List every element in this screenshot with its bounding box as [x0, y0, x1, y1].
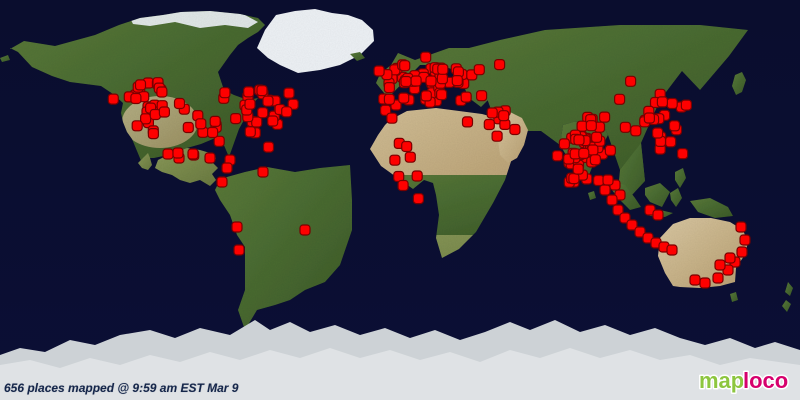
svg-text:loco: loco	[743, 368, 788, 393]
svg-text:map: map	[699, 368, 744, 393]
